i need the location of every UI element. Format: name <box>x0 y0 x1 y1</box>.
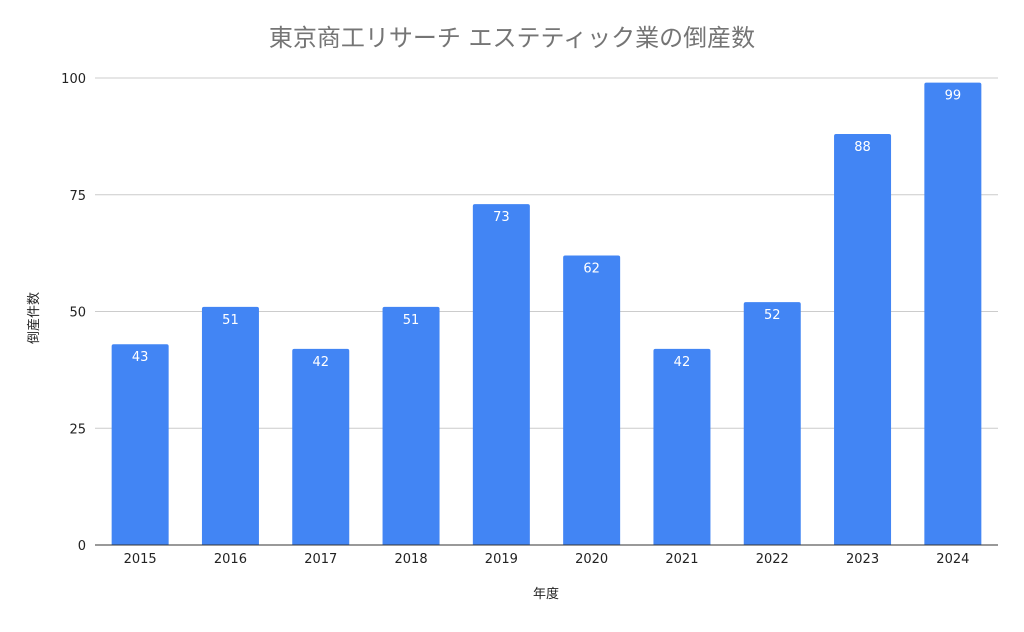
bar-value-label: 43 <box>132 350 149 365</box>
bar <box>834 134 892 546</box>
y-tick-label: 100 <box>61 72 86 87</box>
bar <box>924 82 982 546</box>
bar <box>201 306 259 545</box>
x-tick-label: 2019 <box>485 552 518 567</box>
x-tick-label: 2020 <box>575 552 608 567</box>
bar <box>382 306 440 545</box>
bar-value-label: 73 <box>493 210 510 225</box>
x-tick-label: 2021 <box>665 552 698 567</box>
bar-value-label: 52 <box>764 308 781 323</box>
bar-value-label: 51 <box>222 313 239 328</box>
y-tick-label: 50 <box>69 306 86 321</box>
bar <box>653 348 711 545</box>
bar <box>563 255 621 545</box>
bar <box>111 344 169 545</box>
bar-value-label: 62 <box>583 261 600 276</box>
y-tick-label: 75 <box>69 189 86 204</box>
bar <box>472 204 530 545</box>
bars <box>111 82 982 546</box>
bar-value-label: 42 <box>312 355 329 370</box>
y-axis-label: 倒産件数 <box>26 292 42 344</box>
y-axis-ticks: 0 25 50 75 100 <box>61 72 86 554</box>
bar-value-label: 99 <box>945 89 962 104</box>
bar-value-label: 42 <box>674 355 691 370</box>
x-tick-label: 2018 <box>395 552 428 567</box>
bar-value-label: 88 <box>854 140 871 155</box>
chart-title: 東京商工リサーチ エステティック業の倒産数 <box>269 24 755 52</box>
x-tick-label: 2016 <box>214 552 247 567</box>
bar-data-labels: 43 51 42 51 73 62 42 52 88 99 <box>132 89 961 370</box>
bar <box>743 302 801 545</box>
bar-value-label: 51 <box>403 313 420 328</box>
y-tick-label: 0 <box>78 539 86 554</box>
x-tick-label: 2017 <box>304 552 337 567</box>
x-axis-label: 年度 <box>533 586 559 602</box>
x-axis-ticks: 2015 2016 2017 2018 2019 2020 2021 2022 2023 2024 <box>124 552 970 567</box>
x-tick-label: 2023 <box>846 552 879 567</box>
x-tick-label: 2015 <box>124 552 157 567</box>
y-tick-label: 25 <box>69 422 86 437</box>
bar <box>292 348 350 545</box>
x-tick-label: 2024 <box>936 552 969 567</box>
x-tick-label: 2022 <box>756 552 789 567</box>
